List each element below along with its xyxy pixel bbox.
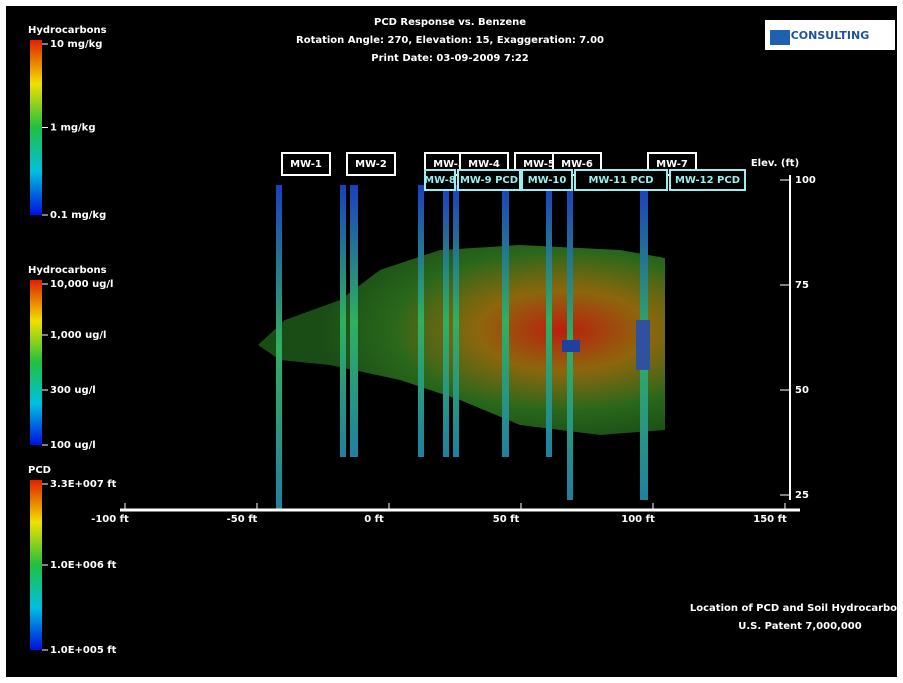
well-label: MW-12 PCD xyxy=(675,175,740,186)
well xyxy=(276,185,282,510)
color-bar xyxy=(30,40,42,215)
y-tick-label: 75 xyxy=(795,280,809,291)
well-label: MW-6 xyxy=(561,159,593,170)
legend-label: 0.1 mg/kg xyxy=(50,210,106,221)
title: PCD Response vs. Benzene xyxy=(374,17,526,28)
footer-text: Location of PCD and Soil Hydrocarbons xyxy=(690,603,903,614)
well-label: MW-2 xyxy=(355,159,387,170)
well-label: MW-10 xyxy=(528,175,567,186)
logo-mark xyxy=(770,30,790,45)
logo-text: CONSULTING xyxy=(791,29,870,42)
color-bar xyxy=(30,480,42,650)
legend-title: Hydrocarbons xyxy=(28,265,107,276)
x-tick-label: 0 ft xyxy=(364,514,384,525)
well xyxy=(443,185,449,457)
subtitle: Rotation Angle: 270, Elevation: 15, Exag… xyxy=(296,35,604,46)
y-tick-label: 100 xyxy=(795,175,816,186)
legend-label: 3.3E+007 ft xyxy=(50,479,117,490)
well-label: MW-8 xyxy=(424,175,456,186)
legend-title: Hydrocarbons xyxy=(28,25,107,36)
color-bar xyxy=(30,280,42,445)
screen: PCD Response vs. Benzene Rotation Angle: … xyxy=(0,0,903,683)
legend-label: 100 ug/l xyxy=(50,440,96,451)
well-label: MW-1 xyxy=(290,159,322,170)
well xyxy=(340,185,346,457)
y-tick-label: 25 xyxy=(795,490,809,501)
x-tick-label: 50 ft xyxy=(493,514,520,525)
well xyxy=(453,185,459,457)
legend-label: 1.0E+005 ft xyxy=(50,645,117,656)
well-label: MW-5 xyxy=(523,159,555,170)
well xyxy=(418,185,424,457)
sensor xyxy=(636,320,650,370)
well xyxy=(502,185,509,457)
well xyxy=(546,185,552,457)
x-tick-label: -50 ft xyxy=(227,514,258,525)
x-tick-label: -100 ft xyxy=(91,514,129,525)
well-label: MW-9 PCD xyxy=(460,175,518,186)
legend-title: PCD xyxy=(28,465,51,476)
legend-label: 10 mg/kg xyxy=(50,39,102,50)
sensor xyxy=(562,340,580,352)
well-label: MW-4 xyxy=(468,159,500,170)
print-date: Print Date: 03-09-2009 7:22 xyxy=(371,53,529,64)
well-label: MW-11 PCD xyxy=(588,175,653,186)
legend-label: 10,000 ug/l xyxy=(50,279,113,290)
well xyxy=(350,185,358,457)
legend-label: 1.0E+006 ft xyxy=(50,560,117,571)
x-tick-label: 150 ft xyxy=(753,514,787,525)
y-tick-label: 50 xyxy=(795,385,809,396)
legend-label: 1 mg/kg xyxy=(50,123,95,134)
legend-label: 300 ug/l xyxy=(50,385,96,396)
footer-text: U.S. Patent 7,000,000 xyxy=(738,621,861,632)
well-label: MW-7 xyxy=(656,159,688,170)
legend-label: 1,000 ug/l xyxy=(50,330,106,341)
y-axis-title: Elev. (ft) xyxy=(751,158,799,169)
x-tick-label: 100 ft xyxy=(621,514,655,525)
